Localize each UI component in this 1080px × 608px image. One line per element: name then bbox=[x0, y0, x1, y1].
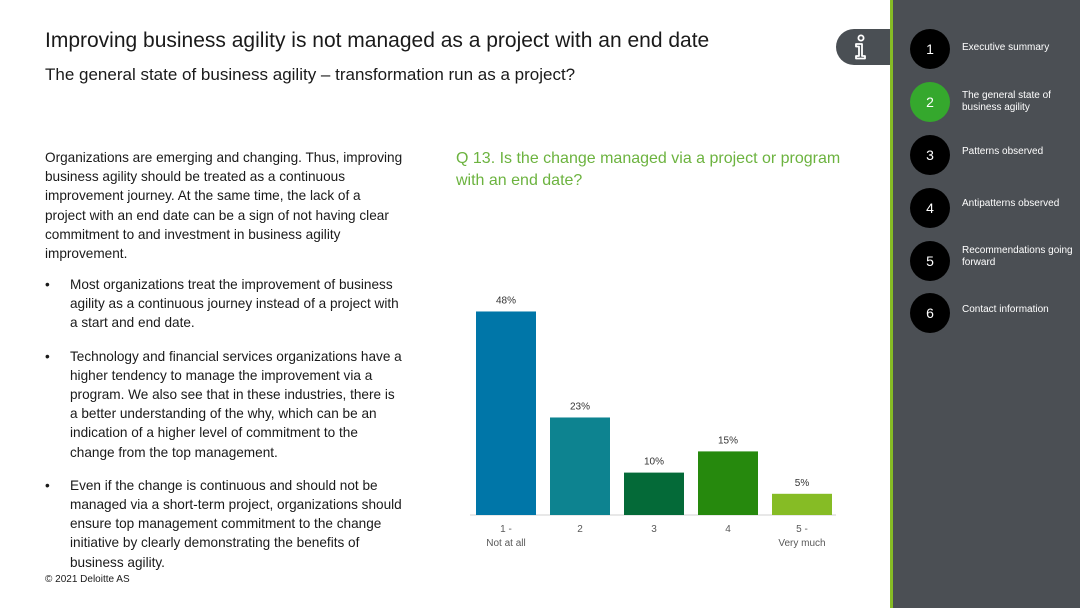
bar bbox=[476, 311, 536, 515]
x-tick-label: 2 bbox=[577, 524, 583, 535]
bullet-item: • Even if the change is continuous and sh… bbox=[45, 476, 405, 572]
sidebar-item-label: Recommendations going forward bbox=[962, 245, 1073, 268]
sidebar-item-antipatterns[interactable]: 4 Antipatterns observed bbox=[910, 188, 1075, 228]
sidebar-item-label: Contact information bbox=[962, 304, 1049, 315]
bullet-symbol: • bbox=[45, 477, 50, 493]
bullet-item: • Technology and financial services organ… bbox=[45, 347, 405, 462]
info-icon bbox=[855, 34, 866, 60]
x-tick-label: Very much bbox=[778, 538, 825, 549]
sidebar-item-label: Patterns observed bbox=[962, 146, 1044, 157]
bar-value-label: 23% bbox=[570, 401, 590, 412]
page-subtitle: The general state of business agility – … bbox=[45, 65, 576, 84]
bar-value-label: 10% bbox=[644, 457, 664, 468]
nav-number: 5 bbox=[910, 241, 950, 281]
nav-number: 2 bbox=[910, 82, 950, 122]
sidebar: 1 Executive summary 2 The general state … bbox=[890, 0, 1080, 608]
bullet-text: Even if the change is continuous and sho… bbox=[70, 477, 402, 570]
bar bbox=[772, 493, 832, 515]
sidebar-item-executive-summary[interactable]: 1 Executive summary bbox=[910, 29, 1075, 69]
bar-value-label: 15% bbox=[718, 435, 738, 446]
bar bbox=[624, 472, 684, 515]
bar-value-label: 48% bbox=[496, 295, 516, 306]
sidebar-item-label: Antipatterns observed bbox=[962, 198, 1060, 209]
nav-number: 4 bbox=[910, 188, 950, 228]
bar bbox=[550, 417, 610, 515]
info-button[interactable] bbox=[836, 29, 890, 65]
x-tick-label: 5 - bbox=[796, 524, 808, 535]
x-tick-label: 4 bbox=[725, 524, 731, 535]
nav-number: 3 bbox=[910, 135, 950, 175]
bar bbox=[698, 451, 758, 515]
intro-paragraph: Organizations are emerging and changing.… bbox=[45, 150, 403, 262]
bullet-item: • Most organizations treat the improvemen… bbox=[45, 275, 405, 333]
sidebar-item-recommendations[interactable]: 5 Recommendations going forward bbox=[910, 241, 1075, 281]
sidebar-item-general-state[interactable]: 2 The general state of business agility bbox=[910, 82, 1075, 122]
sidebar-item-label: The general state of business agility bbox=[962, 90, 1051, 113]
sidebar-item-label: Executive summary bbox=[962, 42, 1050, 53]
nav-number: 6 bbox=[910, 293, 950, 333]
bullet-symbol: • bbox=[45, 277, 50, 292]
copyright: © 2021 Deloitte AS bbox=[45, 574, 130, 585]
x-tick-label: 3 bbox=[651, 524, 657, 535]
nav-number: 1 bbox=[910, 29, 950, 69]
bullet-symbol: • bbox=[45, 348, 50, 364]
slide: Improving business agility is not manage… bbox=[45, 29, 890, 586]
page-title: Improving business agility is not manage… bbox=[45, 29, 710, 52]
bar-chart: 48% 1 - Not at all 23% 2 10% 3 15% 4 5% 5 - Very mu… bbox=[470, 295, 836, 549]
sidebar-accent bbox=[890, 0, 893, 608]
bullet-text: Most organizations treat the improvement… bbox=[70, 277, 399, 331]
bullet-list: • Most organizations treat the improvemen… bbox=[45, 275, 405, 586]
sidebar-item-patterns[interactable]: 3 Patterns observed bbox=[910, 135, 1075, 175]
sidebar-item-contact[interactable]: 6 Contact information bbox=[910, 293, 1075, 333]
chart-title: Q 13. Is the change managed via a projec… bbox=[456, 150, 841, 189]
bar-value-label: 5% bbox=[795, 478, 810, 489]
x-tick-label: Not at all bbox=[486, 538, 525, 549]
x-tick-label: 1 - bbox=[500, 524, 512, 535]
bullet-text: Technology and financial services organi… bbox=[70, 348, 402, 460]
